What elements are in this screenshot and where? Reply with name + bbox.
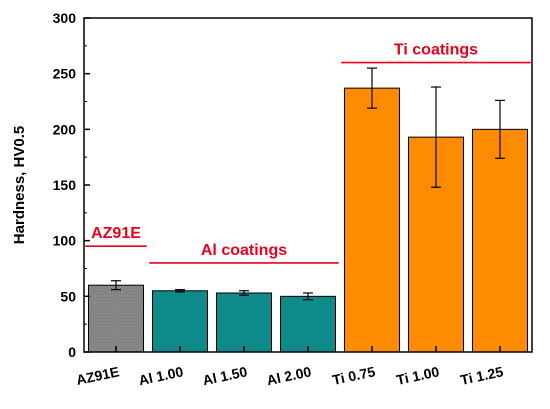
group-annotations-layer: AZ91E Al coatings Ti coatings	[85, 42, 531, 264]
bar-az91e	[87, 284, 145, 353]
bar-al-1-50	[215, 292, 273, 353]
y-tick-label: 0	[68, 344, 76, 360]
x-tick-label: Al 2.00	[265, 363, 313, 388]
y-tick-label: 300	[53, 10, 77, 26]
bar-ti-0-75	[343, 87, 401, 353]
x-tick-label: Al 1.50	[201, 363, 249, 388]
group-label: Al coatings	[201, 242, 287, 259]
y-axis-title: Hardness, HV0.5	[11, 126, 28, 244]
y-tick-label: 50	[60, 288, 76, 304]
y-tick-label: 100	[53, 233, 77, 249]
bar-al-2-00	[279, 295, 337, 353]
x-tick-label: Ti 1.25	[459, 363, 505, 388]
bars-layer	[87, 87, 529, 353]
y-tick-label: 250	[53, 66, 77, 82]
x-tick-label: Ti 0.75	[331, 363, 377, 388]
group-label: AZ91E	[91, 225, 141, 242]
group-label: Ti coatings	[394, 42, 478, 59]
bar-ti-1-25	[471, 128, 529, 353]
x-tick-label: Ti 1.00	[395, 363, 441, 388]
x-tick-label: Al 1.00	[137, 363, 185, 388]
y-tick-label: 200	[53, 121, 77, 137]
y-tick-label: 150	[53, 177, 77, 193]
bar-al-1-00	[151, 290, 209, 353]
y-axis: 0 50 100 150 200 250 300	[53, 10, 90, 360]
x-tick-label: AZ91E	[75, 363, 121, 388]
error-bars-layer	[111, 67, 505, 301]
